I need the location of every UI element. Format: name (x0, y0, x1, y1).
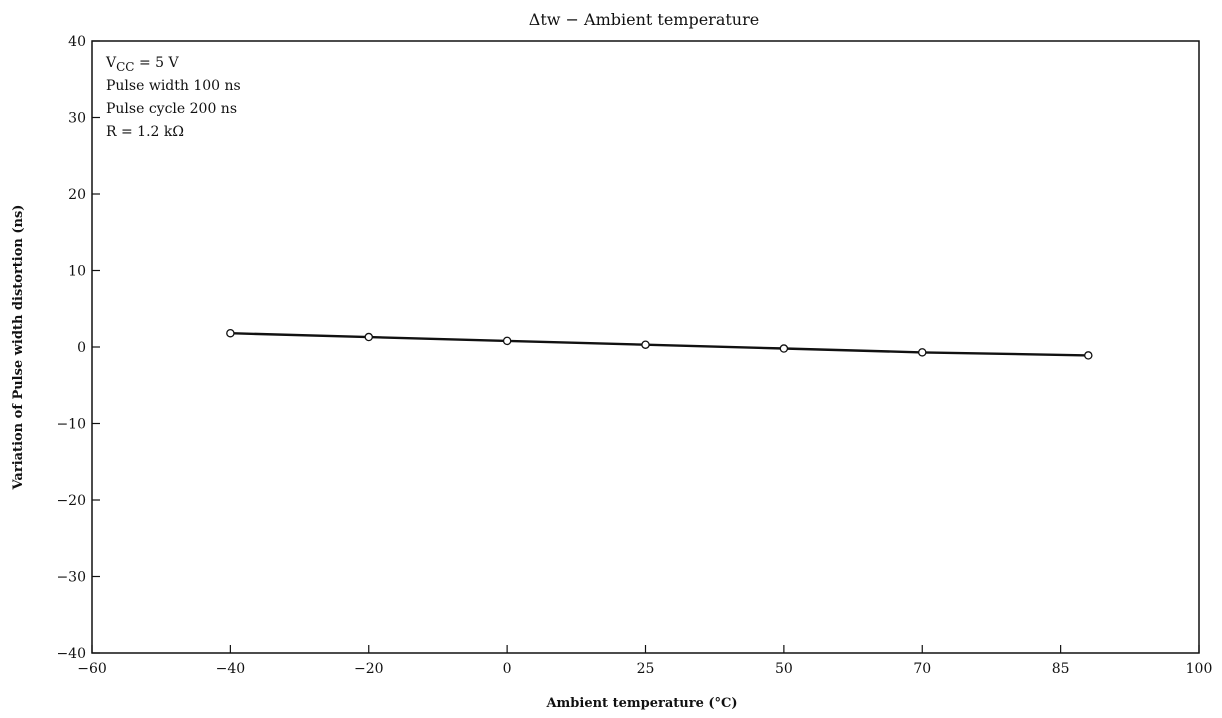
y-tick-label: 40 (68, 34, 86, 50)
x-tick-label: 0 (503, 661, 512, 677)
y-tick-label: 10 (68, 264, 86, 280)
data-point (364, 332, 373, 342)
series-line (230, 332, 1089, 357)
x-tick-label: −60 (77, 661, 107, 677)
y-tick-label: 20 (68, 187, 86, 203)
x-tick-label: −20 (354, 661, 384, 677)
x-tick-label: −40 (216, 661, 246, 677)
y-tick-label: −30 (56, 570, 86, 586)
y-tick-label: 30 (68, 111, 86, 127)
y-axis-ticks: −40 −30 −20 −10 0 10 20 30 40 (56, 34, 100, 662)
data-point (641, 340, 650, 349)
x-tick-label: 70 (913, 661, 931, 677)
chart-title: Δtw − Ambient temperature (529, 10, 759, 29)
data-point (779, 344, 789, 353)
y-tick-label: −10 (56, 417, 86, 433)
annotation-line: Pulse cycle 200 ns (106, 101, 237, 117)
y-tick-label: −20 (56, 493, 86, 509)
data-point (918, 348, 927, 357)
y-axis-label: Variation of Pulse width distortion (ns) (11, 205, 26, 491)
x-tick-label: 50 (775, 661, 793, 677)
x-axis-label: Ambient temperature (°C) (545, 696, 737, 711)
y-tick-label: −40 (56, 646, 86, 662)
annotation-line: R = 1.2 kΩ (106, 124, 184, 140)
data-point (1084, 351, 1093, 360)
data-point (226, 328, 235, 338)
annotation-line: VCC = 5 V (105, 55, 179, 74)
data-point (502, 336, 512, 346)
annotation-box: VCC = 5 V Pulse width 100 ns Pulse cycle 2… (105, 55, 241, 140)
y-tick-label: 0 (77, 340, 86, 356)
x-tick-label: 100 (1186, 661, 1213, 677)
series-layer (226, 328, 1093, 360)
annotation-line: Pulse width 100 ns (106, 78, 241, 94)
x-tick-label: 25 (637, 661, 655, 677)
x-axis-ticks: −60 −40 −20 0 25 50 70 85 100 (77, 645, 1212, 677)
x-tick-label: 85 (1052, 661, 1070, 677)
